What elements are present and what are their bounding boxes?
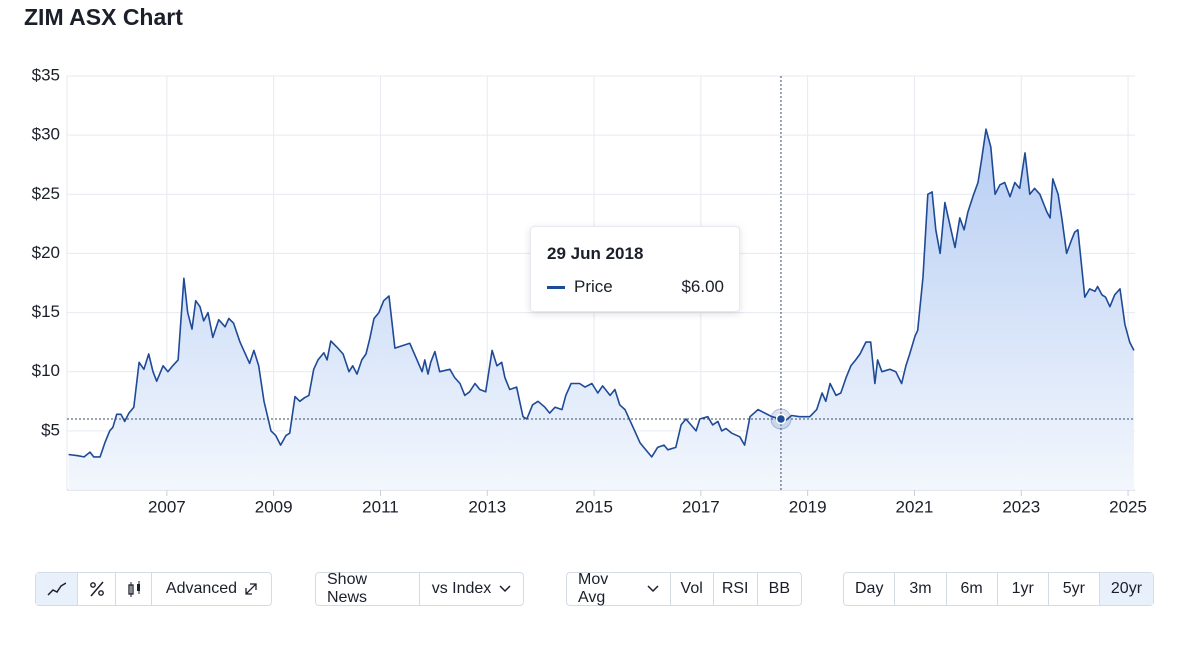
y-tick-label: $20 — [32, 243, 60, 262]
range-button[interactable]: Day — [844, 573, 896, 605]
x-tick-label: 2011 — [362, 497, 399, 516]
news-button[interactable]: Show News — [316, 571, 420, 606]
news-label: Show News — [327, 571, 368, 606]
indicator-button[interactable]: Mov Avg — [567, 571, 671, 606]
line-button[interactable] — [36, 573, 78, 605]
x-tick-label: 2015 — [575, 497, 613, 516]
range-button[interactable]: 1yr — [998, 573, 1049, 605]
indicator-button[interactable]: Vol — [671, 573, 714, 605]
indicator-group: Mov Avg Vol RSI BB — [566, 571, 802, 606]
x-tick-label: 2025 — [1109, 497, 1147, 516]
candle-button[interactable] — [116, 573, 152, 605]
indicator-label: Mov Avg — [578, 571, 609, 606]
advanced-button[interactable]: Advanced — [152, 573, 271, 605]
x-tick-label: 2021 — [896, 497, 934, 516]
range-button[interactable]: 20yr — [1099, 573, 1154, 605]
y-tick-label: $30 — [32, 125, 60, 144]
y-tick-label: $15 — [32, 302, 60, 321]
range-button[interactable]: 6m — [947, 573, 998, 605]
percent-button[interactable] — [78, 573, 116, 605]
x-tick-label: 2013 — [468, 497, 506, 516]
y-tick-label: $25 — [32, 184, 60, 203]
tooltip-value: $6.00 — [681, 277, 724, 296]
indicator-label: BB — [768, 580, 790, 597]
x-tick-label: 2017 — [682, 497, 720, 516]
news-group: Show News vs Index — [315, 571, 524, 606]
tooltip-swatch — [547, 286, 565, 289]
y-tick-label: $10 — [32, 361, 60, 380]
chart-type-group: Advanced — [35, 572, 272, 606]
tooltip: 29 Jun 2018 Price $6.00 — [530, 226, 740, 312]
hover-point — [775, 413, 787, 425]
x-tick-label: 2019 — [789, 497, 827, 516]
range-button[interactable]: 3m — [895, 573, 947, 605]
x-tick-label: 2007 — [148, 497, 186, 516]
advanced-label: Advanced — [165, 580, 238, 597]
area-fill — [68, 129, 1134, 490]
index-label: vs Index — [431, 580, 492, 597]
indicator-label: Vol — [680, 580, 703, 597]
indicator-button[interactable]: BB — [758, 573, 801, 605]
y-tick-label: $35 — [32, 65, 60, 84]
range-group: Day 3m 6m 1yr 5yr 20yr — [843, 572, 1154, 606]
tooltip-date: 29 Jun 2018 — [547, 244, 644, 263]
tooltip-series: Price — [574, 277, 613, 296]
indicator-button[interactable]: RSI — [714, 573, 758, 605]
x-tick-label: 2023 — [1002, 497, 1040, 516]
range-button[interactable]: 5yr — [1049, 573, 1100, 605]
y-tick-label: $5 — [41, 420, 60, 439]
indicator-label: RSI — [721, 580, 749, 597]
index-button[interactable]: vs Index — [420, 573, 523, 605]
chart-title: ZIM ASX Chart — [24, 4, 183, 30]
x-tick-label: 2009 — [255, 497, 293, 516]
price-line — [68, 128, 1135, 458]
